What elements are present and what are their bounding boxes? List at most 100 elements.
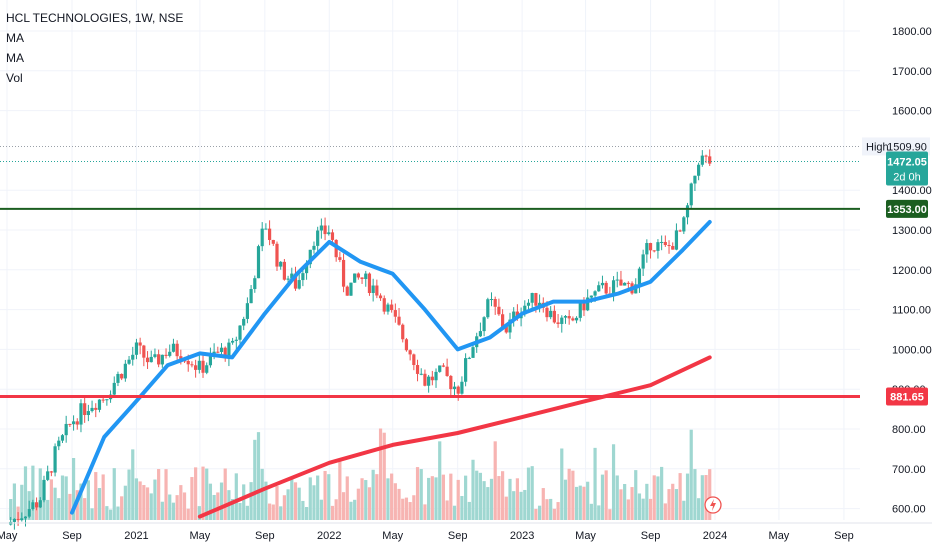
volume-bar	[116, 506, 120, 520]
volume-bar	[49, 479, 53, 520]
horizontal-levels	[0, 145, 860, 399]
candle-body	[123, 363, 127, 379]
volume-bar	[234, 473, 238, 520]
volume-bar	[560, 448, 564, 520]
volume-bar	[608, 509, 612, 520]
volume-bar	[700, 475, 704, 520]
candle-body	[341, 259, 346, 287]
volume-bar	[9, 499, 13, 520]
volume-bar	[164, 469, 168, 520]
volume-bar	[545, 499, 549, 520]
volume-bar	[57, 498, 61, 520]
candle-body	[164, 354, 168, 356]
moving-averages	[70, 220, 712, 519]
candle-body	[512, 311, 516, 320]
volume-bar	[79, 483, 83, 520]
candle-body	[460, 381, 464, 394]
volume-bar	[382, 432, 386, 520]
price-tick-label: 1100.00	[892, 305, 931, 317]
candle-body	[120, 373, 124, 379]
candle-body	[319, 225, 323, 231]
candle-body	[168, 351, 172, 356]
volume-bar	[353, 499, 357, 520]
candle-body	[482, 317, 486, 332]
volume-bar	[660, 466, 664, 520]
candle-body	[131, 354, 135, 360]
candle-body	[704, 155, 708, 157]
candle-body	[194, 365, 198, 370]
candle-body	[260, 228, 264, 247]
candle-body	[79, 403, 83, 425]
candle-body	[12, 518, 16, 522]
high-label: High	[866, 141, 889, 153]
candle-body	[667, 245, 671, 247]
candle-body	[464, 358, 468, 382]
volume-bar	[253, 439, 257, 520]
volume-bar	[482, 481, 486, 520]
volume-bar	[297, 487, 301, 520]
candle-body	[57, 440, 61, 447]
support-value-bg	[886, 387, 928, 406]
volume-bar	[415, 467, 420, 520]
price-tick-label: 1300.00	[892, 225, 932, 237]
volume-bar	[293, 482, 298, 520]
indicator-vol[interactable]: Vol	[6, 71, 23, 85]
volume-bar	[537, 505, 542, 520]
resistance-value: 1353.00	[887, 204, 927, 216]
volume-bar	[212, 494, 216, 520]
candle-body	[678, 230, 682, 232]
volume-bar	[504, 496, 508, 520]
volume-bar	[530, 466, 534, 520]
volume-bar	[493, 441, 497, 520]
volume-bar	[434, 477, 438, 520]
volume-bar	[556, 502, 560, 520]
volume-bar	[245, 505, 250, 520]
volume-bar	[515, 478, 519, 520]
volume-bar	[356, 488, 360, 520]
volume-bar	[112, 468, 116, 520]
volume-bar	[456, 479, 460, 520]
volume-bar	[23, 466, 28, 520]
candle-body	[245, 303, 250, 319]
price-tick-label: 800.00	[892, 424, 926, 436]
candle-body	[526, 302, 531, 306]
volume-bar	[31, 465, 35, 520]
volume-bar	[194, 467, 198, 520]
lightning-icon	[710, 499, 716, 511]
candle-body	[101, 399, 105, 401]
candle-body	[231, 340, 235, 343]
candle-body	[685, 205, 690, 218]
high-badge-bg	[862, 137, 930, 156]
candle-body	[671, 246, 675, 250]
volume-bar	[279, 506, 283, 520]
volume-bar	[38, 468, 42, 520]
candle-body	[145, 357, 150, 363]
price-tick-label: 1000.00	[892, 344, 932, 356]
candle-body	[42, 479, 46, 501]
chart-legend: HCL TECHNOLOGIES, 1W, NSE MA MA Vol	[6, 8, 183, 88]
candle-body	[408, 350, 412, 355]
volume-bar	[97, 488, 102, 520]
candle-body	[563, 316, 568, 318]
candle-body	[97, 399, 102, 410]
candle-body	[497, 306, 501, 315]
resistance-value-bg	[886, 199, 928, 218]
symbol-title[interactable]: HCL TECHNOLOGIES, 1W, NSE	[6, 11, 184, 25]
candle-body	[312, 245, 316, 250]
indicator-ma-2[interactable]: MA	[6, 51, 24, 65]
candle-body	[160, 354, 164, 365]
volume-bar	[334, 499, 338, 520]
candle-body	[290, 273, 294, 279]
candle-body	[489, 299, 494, 301]
candle-body	[382, 298, 386, 312]
indicator-ma-1[interactable]: MA	[6, 31, 24, 45]
candle-body	[648, 243, 653, 251]
time-tick-label: May	[769, 530, 790, 542]
candle-body	[611, 280, 616, 295]
time-tick-label: May	[0, 530, 18, 542]
volume-bar	[648, 498, 653, 520]
volume-bar	[600, 474, 605, 520]
candle-body	[157, 354, 161, 365]
